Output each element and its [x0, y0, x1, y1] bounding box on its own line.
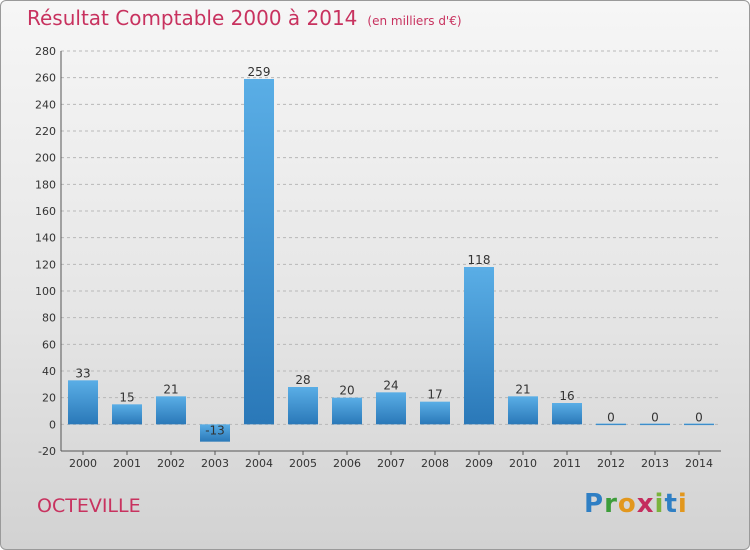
bar [464, 267, 494, 425]
bar [156, 396, 186, 425]
x-tick-label: 2012 [597, 457, 625, 470]
y-tick-label: 160 [35, 205, 56, 218]
logo-letter: P [584, 489, 605, 519]
y-tick-label: 80 [42, 312, 56, 325]
x-tick-label: 2009 [465, 457, 493, 470]
logo-letter: o [617, 489, 637, 519]
value-label: 24 [383, 378, 398, 392]
y-tick-label: 60 [42, 338, 56, 351]
x-tick-label: 2011 [553, 457, 581, 470]
bar [288, 387, 318, 425]
y-tick-label: 280 [35, 45, 56, 58]
bar [552, 403, 582, 425]
value-label: 20 [339, 384, 354, 398]
x-tick-labels: 2000 2001 2002 2003 2004 2005 2006 2007 2008 2009… [69, 451, 713, 470]
y-tick-label: 260 [35, 72, 56, 85]
y-tick-label: 180 [35, 178, 56, 191]
y-tick-label: 140 [35, 232, 56, 245]
bar [640, 423, 670, 426]
y-tick-label: 40 [42, 365, 56, 378]
logo-letter: i [677, 489, 688, 519]
bar [376, 392, 406, 425]
value-label: 33 [75, 366, 90, 380]
y-tick-label: 120 [35, 258, 56, 271]
value-label: 17 [427, 388, 442, 402]
bar [112, 404, 142, 425]
y-tick-label: 200 [35, 152, 56, 165]
x-tick-label: 2001 [113, 457, 141, 470]
x-tick-label: 2013 [641, 457, 669, 470]
town-name: OCTEVILLE [37, 495, 141, 517]
bar [508, 396, 538, 425]
bar [684, 423, 714, 426]
title-unit: (en milliers d'€) [367, 14, 462, 28]
y-tick-label: 100 [35, 285, 56, 298]
x-tick-label: 2005 [289, 457, 317, 470]
bar [68, 380, 98, 425]
y-tick-label: 20 [42, 392, 56, 405]
value-label: 15 [119, 390, 134, 404]
value-label: 0 [695, 410, 703, 424]
y-tick-label: 0 [49, 418, 56, 431]
value-label: 21 [163, 382, 178, 396]
x-tick-label: 2014 [685, 457, 713, 470]
value-label: -13 [205, 423, 225, 437]
value-label: 16 [559, 389, 574, 403]
title-main: Résultat Comptable 2000 à 2014 [27, 6, 358, 30]
x-tick-label: 2007 [377, 457, 405, 470]
proxiti-logo: Proxiti [584, 489, 688, 519]
value-label: 0 [607, 410, 615, 424]
value-label: 21 [515, 382, 530, 396]
y-tick-label: -20 [38, 445, 56, 458]
bar [332, 397, 362, 425]
value-label: 259 [248, 65, 271, 79]
logo-letter: t [664, 489, 678, 519]
x-tick-label: 2002 [157, 457, 185, 470]
x-tick-label: 2000 [69, 457, 97, 470]
x-tick-label: 2008 [421, 457, 449, 470]
y-tick-labels: -20 0 20 40 60 80 100 120 140 160 180 200 220 240 260 2… [35, 45, 56, 458]
bar [200, 424, 230, 442]
x-tick-label: 2006 [333, 457, 361, 470]
value-label: 0 [651, 410, 659, 424]
bars [68, 79, 714, 442]
bar [420, 401, 450, 425]
logo-letter: r [604, 489, 618, 519]
chart-title: Résultat Comptable 2000 à 2014 (en millie… [27, 6, 462, 30]
x-tick-label: 2003 [201, 457, 229, 470]
bar [244, 79, 274, 425]
value-label: 118 [468, 253, 491, 267]
x-tick-label: 2004 [245, 457, 273, 470]
x-tick-label: 2010 [509, 457, 537, 470]
value-labels: 33 15 21 -13 259 28 20 24 17 118 21 16 0 0 0 [75, 65, 702, 437]
logo-letter: x [636, 489, 655, 519]
y-tick-label: 240 [35, 98, 56, 111]
bar [596, 423, 626, 426]
value-label: 28 [295, 373, 310, 387]
y-tick-label: 220 [35, 125, 56, 138]
logo-letter: i [654, 489, 665, 519]
